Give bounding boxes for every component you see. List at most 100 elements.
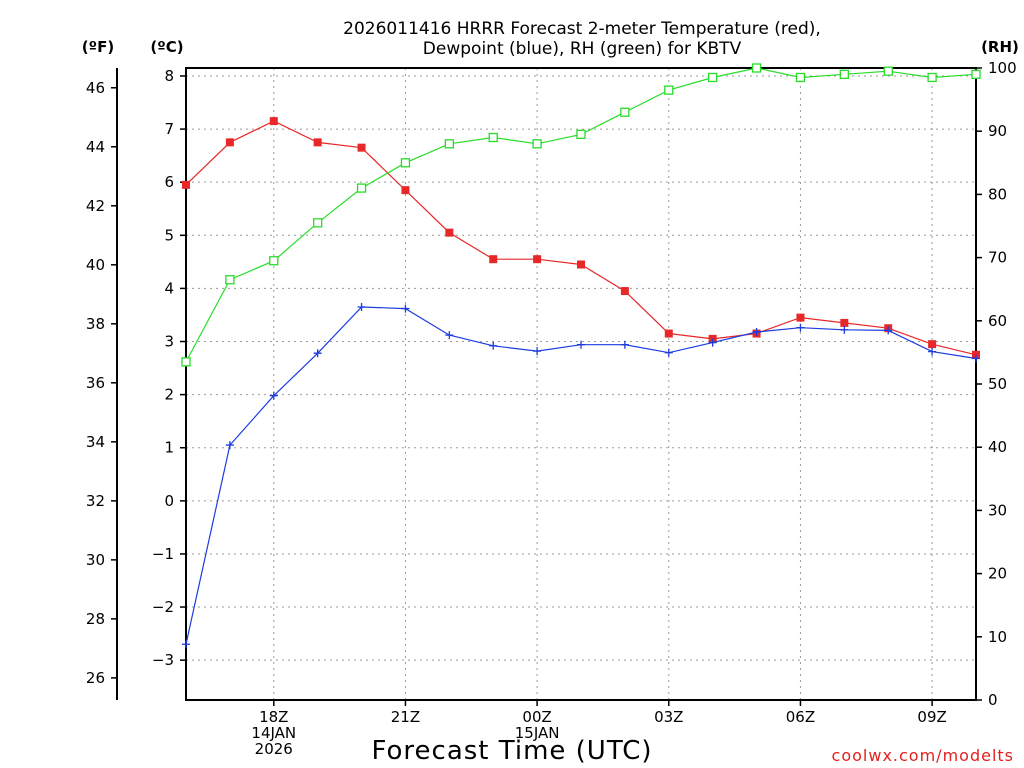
- rh-data-point: [795, 72, 806, 83]
- credit-link[interactable]: coolwx.com/modelts: [832, 746, 1014, 765]
- axes: [111, 67, 982, 706]
- dewpoint-data-point: [884, 326, 893, 335]
- x-tick-label: 06Z: [786, 708, 815, 726]
- dewpoint-data-point: [357, 302, 366, 311]
- dewpoint-data-point: [313, 349, 322, 358]
- temperature-data-point: [401, 186, 410, 195]
- x-tick-label: 00Z: [522, 708, 551, 726]
- dewpoint-data-point: [708, 338, 717, 347]
- rh-tick-label: 40: [988, 438, 1007, 456]
- fahrenheit-tick-label: 42: [86, 197, 105, 215]
- temperature-data-point: [445, 228, 454, 237]
- temperature-data-point: [489, 255, 498, 264]
- rh-data-point: [444, 139, 454, 149]
- x-tick-label: 2026: [255, 740, 293, 758]
- rh-data-point: [971, 69, 981, 79]
- dewpoint-data-point: [225, 441, 234, 450]
- x-tick-label: 09Z: [917, 708, 946, 726]
- temperature-data-point: [796, 313, 805, 322]
- fahrenheit-tick-label: 26: [86, 669, 105, 687]
- rh-unit-label: (RH): [981, 38, 1019, 56]
- chart-title-line-2: Dewpoint (blue), RH (green) for KBTV: [423, 39, 742, 59]
- fahrenheit-tick-label: 28: [86, 610, 105, 628]
- rh-data-point: [883, 66, 893, 76]
- celsius-tick-label: 6: [164, 173, 174, 191]
- fahrenheit-tick-label: 38: [86, 315, 105, 333]
- data-series: [181, 63, 981, 649]
- grid-lines: [186, 68, 976, 700]
- x-tick-label: 03Z: [654, 708, 683, 726]
- celsius-tick-label: −1: [152, 545, 174, 563]
- dewpoint-data-point: [577, 340, 585, 349]
- fahrenheit-tick-label: 34: [86, 433, 105, 451]
- fahrenheit-tick-label: 32: [86, 492, 105, 510]
- rh-tick-label: 70: [988, 249, 1007, 267]
- celsius-tick-label: 8: [164, 67, 174, 85]
- rh-data-point: [225, 275, 235, 285]
- temperature-data-point: [620, 287, 629, 296]
- dewpoint-data-point: [445, 331, 454, 340]
- temperature-data-point: [269, 117, 278, 126]
- x-tick-label: 15JAN: [515, 724, 560, 742]
- temperature-data-point: [182, 180, 190, 189]
- temperature-series-line: [185, 120, 977, 356]
- rh-data-point: [269, 256, 279, 266]
- dewpoint-series-line: [185, 306, 977, 645]
- dewpoint-data-point: [269, 391, 278, 400]
- celsius-tick-label: 7: [164, 120, 174, 138]
- x-tick-label: 21Z: [391, 708, 420, 726]
- celsius-tick-label: 1: [164, 439, 174, 457]
- rh-data-point: [927, 72, 937, 83]
- rh-data-point: [488, 132, 498, 143]
- rh-tick-label: 0: [988, 691, 998, 709]
- celsius-tick-label: −2: [152, 598, 174, 616]
- rh-data-point: [620, 107, 630, 117]
- temperature-data-point: [928, 340, 937, 349]
- dewpoint-data-point: [664, 348, 673, 357]
- fahrenheit-tick-label: 36: [86, 374, 105, 392]
- dewpoint-data-point: [620, 340, 629, 349]
- rh-data-point: [400, 158, 411, 168]
- temperature-data-point: [664, 329, 673, 338]
- rh-tick-label: 30: [988, 501, 1007, 519]
- rh-data-point: [751, 63, 762, 73]
- rh-tick-label: 20: [988, 565, 1007, 583]
- dewpoint-data-point: [533, 347, 542, 356]
- celsius-tick-label: 4: [164, 279, 174, 297]
- celsius-tick-label: 3: [164, 333, 174, 351]
- celsius-tick-label: 2: [164, 386, 174, 404]
- dewpoint-data-point: [752, 327, 761, 336]
- temperature-data-point: [533, 255, 542, 264]
- rh-data-point: [356, 183, 367, 193]
- rh-data-point: [576, 129, 586, 140]
- celsius-tick-label: −3: [152, 651, 174, 669]
- rh-tick-label: 100: [988, 59, 1017, 77]
- rh-data-point: [839, 69, 849, 79]
- rh-tick-label: 10: [988, 628, 1007, 646]
- fahrenheit-unit-label: (ºF): [82, 38, 114, 56]
- chart-title-line-1: 2026011416 HRRR Forecast 2-meter Tempera…: [343, 19, 821, 39]
- x-axis-title: Forecast Time (UTC): [371, 736, 652, 766]
- rh-tick-label: 50: [988, 375, 1007, 393]
- temperature-data-point: [357, 143, 366, 152]
- rh-data-point: [181, 357, 191, 367]
- dewpoint-data-point: [182, 640, 190, 649]
- rh-data-point: [664, 85, 674, 95]
- chart-title: 2026011416 HRRR Forecast 2-meter Tempera…: [343, 19, 821, 59]
- celsius-unit-label: (ºC): [150, 38, 183, 56]
- temperature-data-point: [225, 138, 234, 147]
- celsius-tick-label: 5: [164, 226, 174, 244]
- dewpoint-data-point: [972, 354, 980, 363]
- dewpoint-data-point: [840, 325, 849, 334]
- rh-tick-label: 80: [988, 185, 1007, 203]
- fahrenheit-tick-label: 30: [86, 551, 105, 569]
- rh-data-point: [532, 139, 542, 149]
- x-tick-label: 14JAN: [251, 724, 296, 742]
- rh-series-line: [185, 67, 977, 363]
- rh-data-point: [313, 218, 323, 228]
- temperature-data-point: [840, 318, 849, 327]
- plot-frame: [185, 67, 977, 701]
- dewpoint-data-point: [928, 347, 937, 356]
- fahrenheit-tick-label: 40: [86, 256, 105, 274]
